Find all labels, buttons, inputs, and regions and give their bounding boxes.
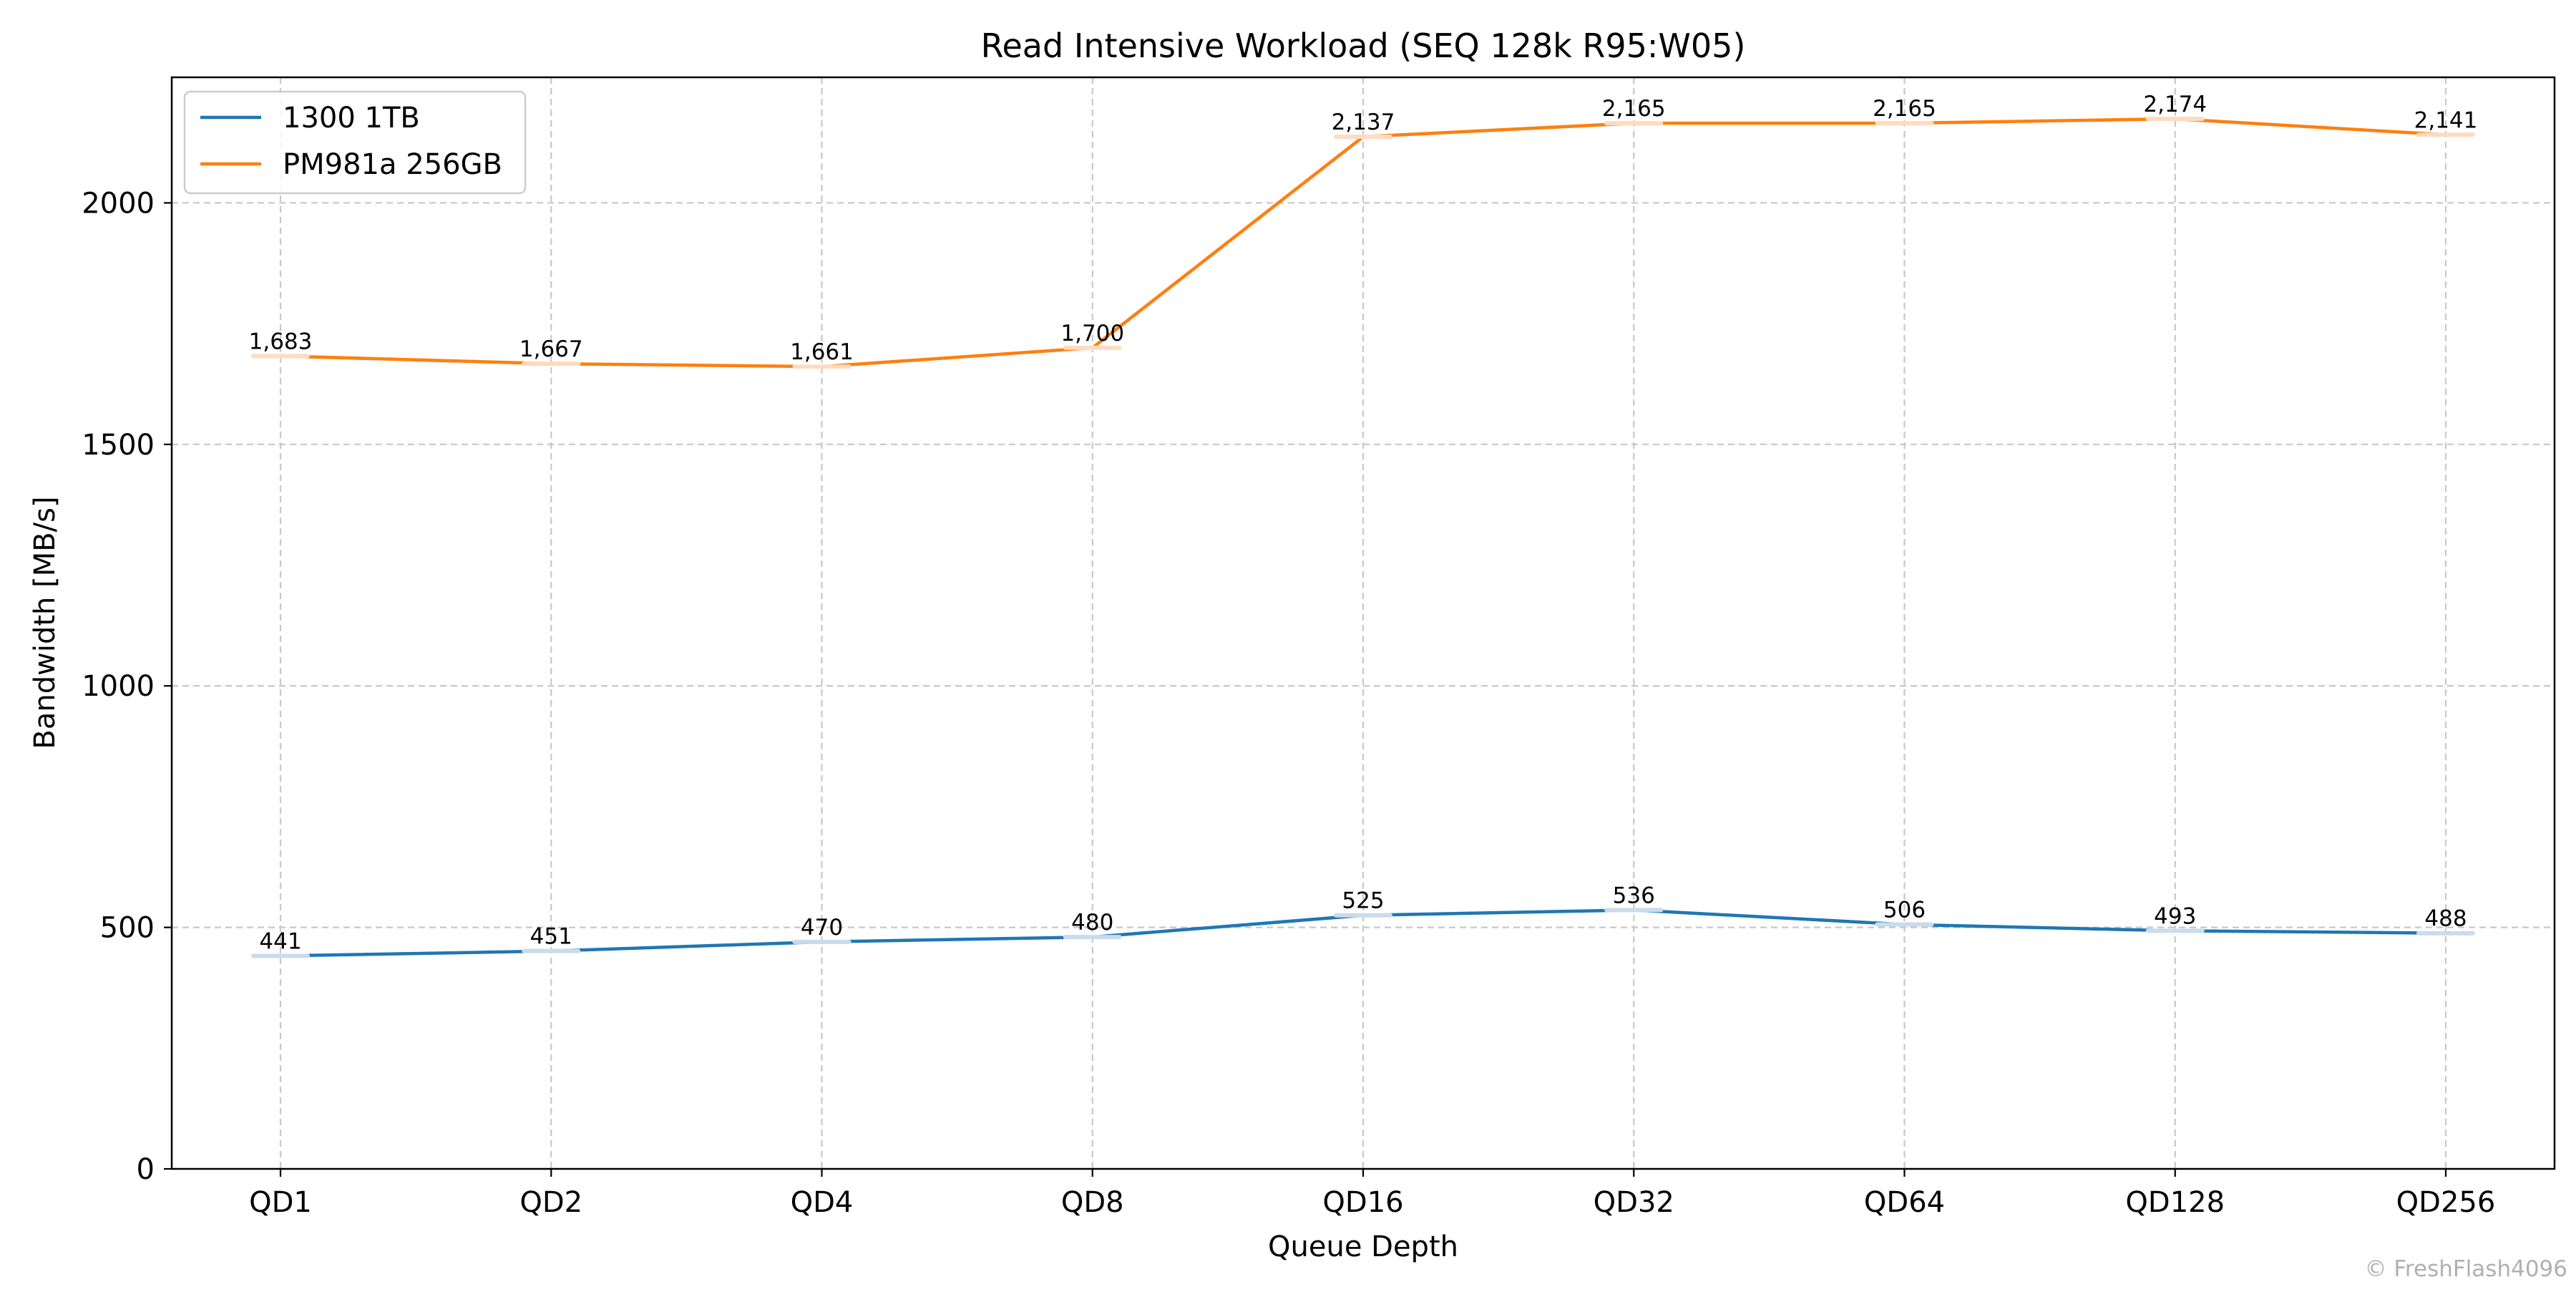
chart-title: Read Intensive Workload (SEQ 128k R95:W0… bbox=[981, 26, 1746, 65]
axis-ticks: QD1 QD2 QD4 QD8 QD16 QD32 QD64 QD128 QD256 0 500 10… bbox=[82, 187, 2495, 1219]
y-tick-label: 1500 bbox=[82, 429, 155, 462]
grid-lines bbox=[172, 77, 2555, 1169]
x-tick-label: QD1 bbox=[249, 1186, 312, 1219]
x-tick-label: QD32 bbox=[1594, 1186, 1674, 1219]
legend: 1300 1TB PM981a 256GB bbox=[183, 90, 527, 195]
x-tick-label: QD256 bbox=[2396, 1186, 2496, 1219]
x-tick-label: QD128 bbox=[2125, 1186, 2225, 1219]
data-label: 1,661 bbox=[790, 339, 854, 365]
x-tick-label: QD2 bbox=[519, 1186, 582, 1219]
x-tick-label: QD16 bbox=[1322, 1186, 1403, 1219]
x-tick-label: QD4 bbox=[791, 1186, 854, 1219]
y-tick-label: 500 bbox=[100, 912, 155, 945]
legend-label: PM981a 256GB bbox=[283, 148, 502, 181]
data-label: 451 bbox=[530, 924, 572, 950]
x-axis-label: Queue Depth bbox=[1268, 1230, 1458, 1263]
data-label: 525 bbox=[1342, 888, 1384, 914]
legend-label: 1300 1TB bbox=[283, 102, 420, 135]
data-label: 2,165 bbox=[1602, 96, 1666, 122]
y-tick-label: 1000 bbox=[82, 670, 155, 703]
data-label: 493 bbox=[2154, 903, 2196, 929]
data-labels: 441 451 470 480 525 536 506 493 488 1,683 1,667 1,6… bbox=[249, 92, 2478, 958]
y-tick-label: 2000 bbox=[82, 187, 155, 220]
data-label: 2,174 bbox=[2143, 92, 2207, 117]
x-tick-label: QD8 bbox=[1061, 1186, 1124, 1219]
data-label: 480 bbox=[1071, 910, 1113, 936]
data-label: 2,141 bbox=[2414, 107, 2478, 133]
data-label: 1,667 bbox=[519, 336, 583, 362]
data-label: 506 bbox=[1883, 898, 1926, 923]
legend-box bbox=[183, 90, 527, 195]
y-axis-label: Bandwidth [MB/s] bbox=[29, 496, 62, 749]
y-tick-label: 0 bbox=[137, 1153, 155, 1186]
x-tick-label: QD64 bbox=[1864, 1186, 1945, 1219]
data-label: 1,683 bbox=[249, 329, 313, 354]
data-label: 2,165 bbox=[1873, 96, 1936, 122]
data-label: 1,700 bbox=[1060, 321, 1124, 346]
data-label: 441 bbox=[259, 928, 301, 954]
data-label: 536 bbox=[1613, 883, 1655, 908]
data-label: 488 bbox=[2424, 906, 2467, 932]
data-label: 470 bbox=[801, 915, 843, 941]
watermark: © FreshFlash4096 bbox=[2365, 1256, 2568, 1282]
data-label: 2,137 bbox=[1332, 110, 1395, 135]
